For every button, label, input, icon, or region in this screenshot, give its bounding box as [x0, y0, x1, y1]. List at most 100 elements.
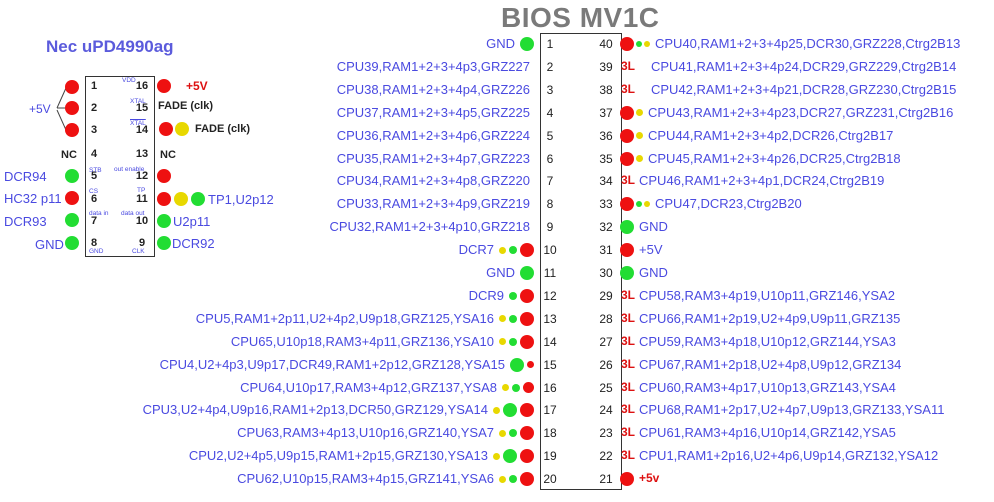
nec-dot-pin1 — [65, 80, 79, 94]
bios-left-pin-label: CPU33,RAM1+2+3+4p9,GRZ219 — [336, 196, 530, 212]
nec-nc-right: NC — [160, 149, 176, 161]
bios-right-pin-label: CPU46,RAM1+2+3+4p1,DCR24,Ctrg2B19 — [639, 173, 885, 189]
bios-right-pin-label: CPU41,RAM1+2+3+4p24,DCR29,GRZ229,Ctrg2B1… — [651, 58, 957, 74]
bios-right-pin-number: 24 — [599, 403, 613, 418]
bios-right-signal-dot — [620, 243, 634, 258]
nec-pin-right-number: 15 — [135, 102, 149, 114]
bios-right-3l-marker: 3L — [621, 448, 636, 463]
bios-right-pin-label: CPU67,RAM1+2p18,U2+4p8,U9p12,GRZ134 — [639, 356, 902, 372]
nec-tiny-data-in: data in — [89, 210, 109, 217]
bios-right-pin-number: 34 — [599, 174, 613, 189]
nec-tiny-gnd: GND — [89, 248, 104, 255]
nec-dot-pin10 — [157, 214, 171, 228]
bios-left-signal-dot — [520, 449, 534, 464]
bios-right-3l-marker: 3L — [621, 425, 636, 440]
nec-dot-pin3 — [65, 123, 79, 137]
nec-pin-left-number: 3 — [90, 124, 98, 136]
nec-pin-left-number: 7 — [90, 215, 98, 227]
bios-right-pin-number: 31 — [599, 243, 613, 258]
nec-tiny-xtal: XTAL — [130, 98, 146, 105]
bios-right-3l-marker: 3L — [621, 379, 636, 394]
nec-dot-pin9 — [157, 236, 171, 250]
bios-right-3l-marker: 3L — [621, 173, 636, 188]
bios-title: BIOS MV1C — [501, 2, 660, 33]
nec-dot-pin8 — [65, 236, 79, 250]
nec-dot-pin11-y — [174, 192, 188, 206]
bios-right-pin-label: GND — [639, 265, 668, 280]
bios-left-signal-dot — [520, 403, 534, 418]
bios-right-pin-number: 22 — [599, 449, 613, 464]
bios-right-pin-label: CPU43,RAM1+2+3+4p23,DCR27,GRZ231,Ctrg2B1… — [648, 104, 954, 120]
nec-pin-right-number: 14 — [135, 124, 149, 136]
bios-right-signal-dot — [620, 151, 634, 166]
nec-dot-pin11 — [157, 192, 171, 206]
bios-right-pin-number: 37 — [599, 105, 613, 120]
bios-right-pin-number: 33 — [599, 197, 613, 212]
bios-left-signal-dot — [520, 266, 534, 280]
bios-right-pin-number: 26 — [599, 357, 613, 372]
bios-left-pin-number: 19 — [543, 449, 557, 464]
bios-left-pin-number: 6 — [546, 151, 554, 166]
nec-dot-pin16 — [157, 79, 171, 93]
bios-left-pin-number: 18 — [543, 426, 557, 441]
bios-left-pin-label: GND — [486, 36, 515, 51]
bios-right-pin-label: CPU60,RAM3+4p17,U10p13,GRZ143,YSA4 — [639, 379, 896, 395]
bios-right-signal-dot — [620, 37, 634, 51]
nec-chip-body — [85, 76, 155, 257]
bios-left-pin-label: CPU3,U2+4p4,U9p16,RAM1+2p13,DCR50,GRZ129… — [142, 402, 488, 418]
bios-left-pin-number: 17 — [543, 403, 557, 418]
bios-left-signal-dot — [502, 384, 509, 391]
bios-right-pin-label: +5v — [639, 471, 660, 486]
bios-right-3l-marker: 3L — [621, 81, 636, 96]
bios-right-pin-number: 23 — [599, 426, 613, 441]
bios-left-pin-number: 13 — [543, 311, 557, 326]
nec-dot-pin14-y — [175, 122, 189, 136]
nec-dot-pin12 — [157, 169, 171, 183]
bios-right-pin-label: CPU42,RAM1+2+3+4p21,DCR28,GRZ230,Ctrg2B1… — [651, 81, 957, 97]
bios-left-pin-number: 9 — [546, 220, 554, 235]
bios-left-pin-label: CPU39,RAM1+2+3+4p3,GRZ227 — [336, 58, 530, 74]
bios-right-pin-label: CPU40,RAM1+2+3+4p25,DCR30,GRZ228,Ctrg2B1… — [655, 36, 961, 51]
bios-left-pin-number: 8 — [546, 197, 554, 212]
bios-right-pin-label: CPU1,RAM1+2p16,U2+4p6,U9p14,GRZ132,YSA12 — [639, 448, 939, 464]
bios-right-signal-dot — [636, 41, 642, 47]
bios-left-signal-dot — [520, 311, 534, 326]
bios-right-pin-number: 27 — [599, 334, 613, 349]
bios-left-signal-dot — [509, 337, 517, 346]
bios-right-pin-label: CPU44,RAM1+2+3+4p2,DCR26,Ctrg2B17 — [648, 127, 894, 143]
bios-right-pin-number: 28 — [599, 311, 613, 326]
bios-right-pin-number: 40 — [599, 37, 613, 51]
bios-right-pin-number: 21 — [599, 472, 613, 487]
nec-pin-right-number: 13 — [135, 148, 149, 160]
bios-left-pin-number: 2 — [546, 59, 554, 74]
nec-pin-left-number: 6 — [90, 193, 98, 205]
nec-label-dcr93: DCR93 — [4, 214, 47, 229]
nec-tiny-clk: CLK — [132, 248, 145, 255]
bios-right-pin-label: GND — [639, 219, 668, 235]
bios-left-signal-dot — [499, 315, 506, 323]
bios-right-3l-marker: 3L — [621, 402, 636, 417]
bios-left-signal-dot — [509, 291, 517, 300]
bios-left-signal-dot — [510, 357, 524, 372]
nec-plus5v-label: +5V — [29, 102, 51, 116]
nec-pin15-fade: FADE (clk) — [158, 100, 214, 112]
nec-label-dcr94: DCR94 — [4, 169, 47, 184]
nec-pin14-fade: FADE (clk) — [195, 123, 251, 135]
nec-pin16-plus5v: +5V — [186, 79, 208, 93]
bios-right-pin-number: 35 — [599, 151, 613, 166]
bios-left-pin-label: CPU36,RAM1+2+3+4p6,GRZ224 — [336, 127, 530, 143]
bios-right-signal-dot — [644, 41, 650, 47]
bios-left-pin-number: 10 — [543, 243, 557, 258]
nec-tiny-out-enable: out enable — [114, 166, 145, 173]
bios-right-3l-marker: 3L — [621, 310, 636, 325]
bios-right-3l-marker: 3L — [621, 58, 636, 73]
bios-left-pin-label: CPU35,RAM1+2+3+4p7,GRZ223 — [336, 150, 530, 166]
bios-right-3l-marker: 3L — [621, 356, 636, 371]
bios-left-pin-number: 14 — [543, 334, 557, 349]
bios-right-pin-label: CPU66,RAM1+2p19,U2+4p9,U9p11,GRZ135 — [639, 310, 901, 326]
bios-left-pin-number: 15 — [543, 357, 557, 372]
bios-right-pin-label: CPU59,RAM3+4p18,U10p12,GRZ144,YSA3 — [639, 333, 896, 349]
nec-dot-pin7 — [65, 213, 79, 227]
bios-right-pin-number: 30 — [599, 266, 613, 280]
bios-left-signal-dot — [499, 475, 506, 483]
